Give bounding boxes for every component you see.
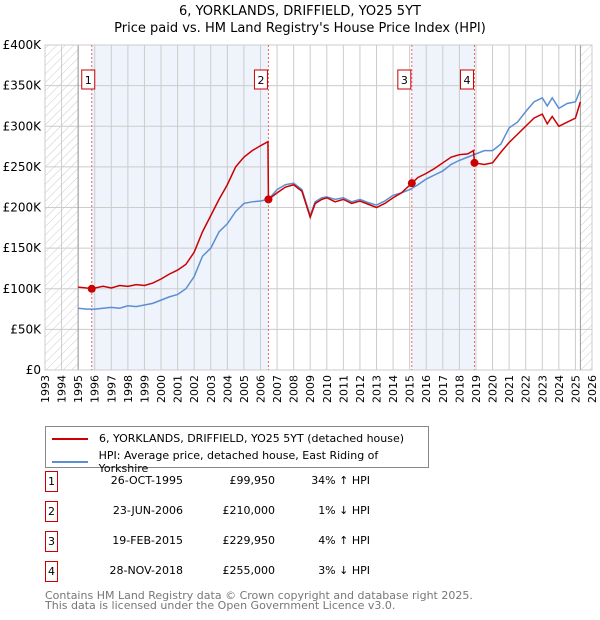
sale-price: £99,950 xyxy=(229,474,276,487)
sale-hpi-diff: 34% ↑ HPI xyxy=(311,474,370,487)
sale-row: 1 26-OCT-1995 £99,950 34% ↑ HPI xyxy=(45,471,445,492)
x-tick-label: 2021 xyxy=(503,375,516,403)
sale-label-box xyxy=(81,69,96,90)
legend-item-property: 6, YORKLANDS, DRIFFIELD, YO25 5YT (detac… xyxy=(52,432,404,445)
x-tick-label: 2003 xyxy=(205,375,218,403)
footer-licence: This data is licensed under the Open Gov… xyxy=(45,599,396,612)
legend-swatch-blue xyxy=(52,461,88,463)
x-tick-label: 2017 xyxy=(437,375,450,403)
sale-marker-number: 1 xyxy=(45,471,58,492)
sale-date: 23-JUN-2006 xyxy=(112,504,183,517)
x-tick-label: 1994 xyxy=(56,375,69,403)
sale-date: 28-NOV-2018 xyxy=(109,564,183,577)
x-tick-label: 2010 xyxy=(321,375,334,403)
x-tick-label: 2012 xyxy=(354,375,367,403)
sale-point xyxy=(87,284,96,293)
x-tick-label: 2014 xyxy=(387,375,400,403)
sale-label-box xyxy=(459,69,474,90)
x-tick-label: 2007 xyxy=(271,375,284,403)
chart-subtitle: Price paid vs. HM Land Registry's House … xyxy=(114,21,486,36)
plot-frame xyxy=(44,44,593,371)
x-tick-label: 1997 xyxy=(105,375,118,403)
sale-hpi-diff: 4% ↑ HPI xyxy=(318,534,370,547)
footer-copyright: Contains HM Land Registry data © Crown c… xyxy=(45,589,473,602)
sale-label-box xyxy=(253,69,268,90)
sale-row: 3 19-FEB-2015 £229,950 4% ↑ HPI xyxy=(45,531,445,552)
sale-price: £255,000 xyxy=(222,564,276,577)
sale-label-number: 1 xyxy=(85,74,92,87)
x-tick-label: 2025 xyxy=(569,375,582,403)
x-tick-label: 2001 xyxy=(172,375,185,403)
sale-hpi-diff: 3% ↓ HPI xyxy=(318,564,370,577)
x-tick-label: 2005 xyxy=(238,375,251,403)
sale-point xyxy=(470,158,479,167)
footer: Contains HM Land Registry data © Crown c… xyxy=(45,589,473,612)
x-tick-label: 2002 xyxy=(188,375,201,403)
sale-row: 4 28-NOV-2018 £255,000 3% ↓ HPI xyxy=(45,561,445,582)
legend-swatch-red xyxy=(52,437,88,440)
price-chart: 1993 1994 1995 1996 1997 1998 1999 2000 2001 2002… xyxy=(3,38,599,403)
x-tick-label: 2013 xyxy=(371,375,384,403)
x-tick-label: 2004 xyxy=(221,375,234,403)
x-tick-label: 2022 xyxy=(520,375,533,403)
y-tick-label: £200K xyxy=(3,201,43,215)
sale-date: 26-OCT-1995 xyxy=(110,474,183,487)
y-tick-label: £250K xyxy=(3,160,43,174)
sale-marker-number: 2 xyxy=(45,501,58,522)
x-tick-label: 2008 xyxy=(288,375,301,403)
sale-price: £210,000 xyxy=(222,504,276,517)
sale-row: 2 23-JUN-2006 £210,000 1% ↓ HPI xyxy=(45,501,445,522)
legend-item-hpi: HPI: Average price, detached house, East… xyxy=(52,449,428,475)
x-tick-label: 2015 xyxy=(404,375,417,403)
y-tick-label: £100K xyxy=(3,282,43,296)
x-tick-label: 1995 xyxy=(72,375,85,403)
x-tick-label: 2016 xyxy=(420,375,433,403)
x-tick-label: 2019 xyxy=(470,375,483,403)
y-tick-label: £300K xyxy=(3,119,43,133)
sale-marker-number: 3 xyxy=(45,531,58,552)
sale-hpi-diff: 1% ↓ HPI xyxy=(318,504,370,517)
x-tick-label: 1993 xyxy=(39,375,52,403)
legend-label: HPI: Average price, detached house, East… xyxy=(98,449,379,475)
sale-marker-number: 4 xyxy=(45,561,58,582)
sale-label-box xyxy=(397,69,412,90)
x-tick-label: 2011 xyxy=(337,375,350,403)
x-tick-label: 1999 xyxy=(138,375,151,403)
x-tick-label: 2006 xyxy=(254,375,267,403)
sale-point xyxy=(407,179,416,188)
y-tick-label: £400K xyxy=(3,38,43,52)
sale-label-number: 4 xyxy=(463,74,470,87)
x-tick-label: 2018 xyxy=(453,375,466,403)
property-price-line xyxy=(78,101,582,290)
sale-label-number: 3 xyxy=(401,74,408,87)
x-tick-label: 2023 xyxy=(536,375,549,403)
x-tick-label: 2026 xyxy=(586,375,599,403)
y-tick-label: £0 xyxy=(26,363,41,377)
x-tick-label: 1996 xyxy=(89,375,102,403)
y-tick-label: £50K xyxy=(10,322,42,336)
sale-label-number: 2 xyxy=(257,74,264,87)
sale-date: 19-FEB-2015 xyxy=(112,534,183,547)
y-tick-label: £150K xyxy=(3,241,43,255)
y-tick-label: £350K xyxy=(3,79,43,93)
x-tick-label: 2020 xyxy=(487,375,500,403)
chart-title: 6, YORKLANDS, DRIFFIELD, YO25 5YT xyxy=(179,4,421,19)
x-tick-label: 2009 xyxy=(304,375,317,403)
sale-point xyxy=(264,195,273,204)
hpi-line xyxy=(78,89,582,310)
x-tick-label: 2000 xyxy=(155,375,168,403)
legend: 6, YORKLANDS, DRIFFIELD, YO25 5YT (detac… xyxy=(45,426,429,475)
legend-label: 6, YORKLANDS, DRIFFIELD, YO25 5YT (detac… xyxy=(99,432,405,445)
x-tick-label: 1998 xyxy=(122,375,135,403)
x-tick-label: 2024 xyxy=(553,375,566,403)
sale-price: £229,950 xyxy=(222,534,276,547)
